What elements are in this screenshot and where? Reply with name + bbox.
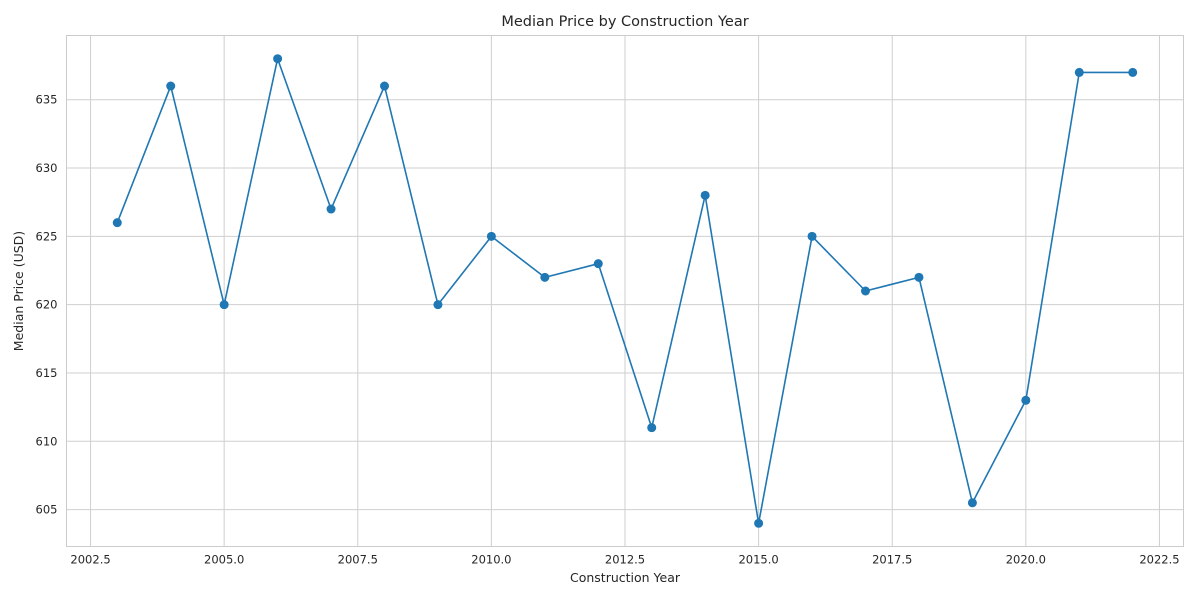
data-point [1021, 395, 1031, 405]
data-point [593, 259, 603, 269]
x-tick-label: 2007.5 [338, 553, 378, 567]
y-tick-label: 635 [36, 93, 58, 107]
x-axis-label: Construction Year [570, 570, 681, 585]
data-point [807, 231, 817, 241]
data-point [914, 272, 924, 282]
grid [66, 35, 1184, 547]
x-tick-label: 2012.5 [605, 553, 645, 567]
y-axis-ticks: 605 610 615 620 625 630 635 [36, 93, 58, 517]
series [112, 54, 1138, 528]
y-axis-label: Median Price (USD) [11, 231, 26, 351]
x-axis-ticks: 2002.5 2005.0 2007.5 2010.0 2012.5 2015.0 2017… [70, 553, 1179, 567]
chart-title: Median Price by Construction Year [501, 14, 748, 30]
x-tick-label: 2017.5 [872, 553, 912, 567]
data-point [647, 423, 657, 433]
data-point [486, 231, 496, 241]
data-point [540, 272, 550, 282]
data-point [754, 518, 764, 528]
y-tick-label: 605 [36, 503, 58, 517]
x-tick-label: 2002.5 [70, 553, 110, 567]
x-tick-label: 2022.5 [1139, 553, 1179, 567]
data-point [1128, 67, 1138, 77]
data-point [967, 498, 977, 508]
data-point [273, 54, 283, 64]
y-tick-label: 630 [36, 161, 58, 175]
y-tick-label: 615 [36, 366, 58, 380]
data-point [861, 286, 871, 296]
x-tick-label: 2005.0 [204, 553, 244, 567]
data-point [1074, 67, 1084, 77]
y-tick-label: 625 [36, 229, 58, 243]
data-point [166, 81, 176, 91]
data-point [219, 300, 229, 310]
series-line [116, 57, 1133, 525]
x-tick-label: 2010.0 [471, 553, 511, 567]
plot-frame [66, 35, 1184, 547]
data-point [326, 204, 336, 214]
data-point [112, 218, 122, 228]
y-tick-label: 610 [36, 434, 58, 448]
data-point [379, 81, 389, 91]
data-point [700, 190, 710, 200]
y-tick-label: 620 [36, 298, 58, 312]
x-tick-label: 2020.0 [1006, 553, 1046, 567]
x-tick-label: 2015.0 [738, 553, 778, 567]
data-point [433, 300, 443, 310]
